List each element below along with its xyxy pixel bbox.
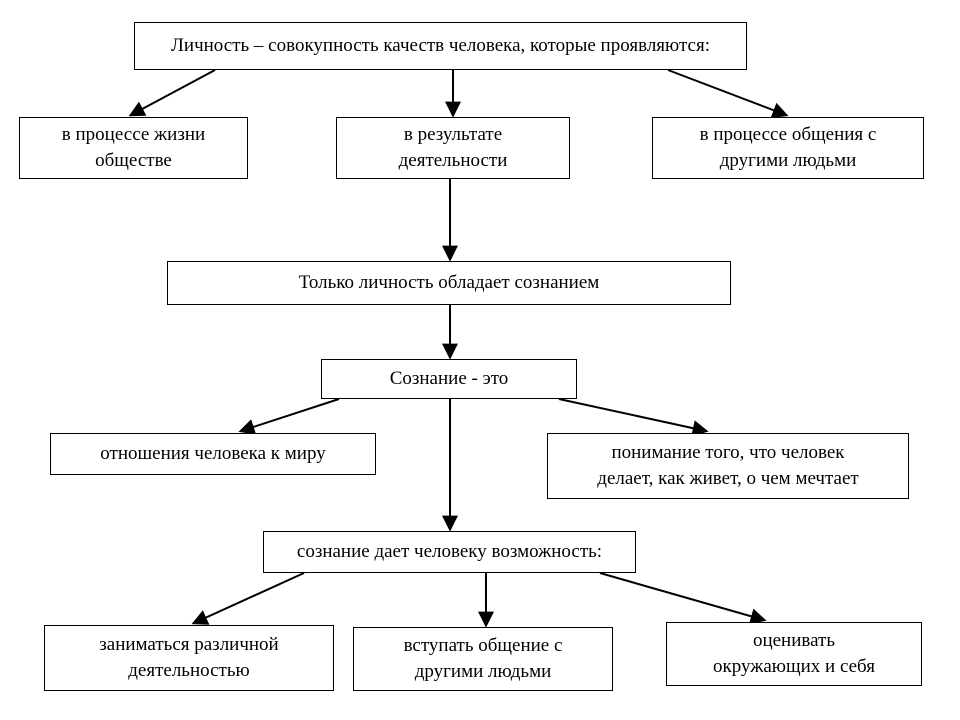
- edge-arrow: [131, 70, 215, 115]
- node-label: понимание того, что человек делает, как …: [597, 440, 858, 491]
- node-label: в результате деятельности: [399, 122, 508, 173]
- node-label: в процессе общения с другими людьми: [700, 122, 877, 173]
- node-gives: сознание дает человеку возможность:: [263, 531, 636, 573]
- node-proc1: в процессе жизни обществе: [19, 117, 248, 179]
- node-label: отношения человека к миру: [100, 441, 325, 467]
- edge-arrow: [241, 399, 339, 431]
- node-label: оценивать окружающих и себя: [713, 628, 875, 679]
- node-proc3: в процессе общения с другими людьми: [652, 117, 924, 179]
- edge-arrow: [600, 573, 764, 620]
- diagram-canvas: Личность – совокупность качеств человека…: [0, 0, 960, 720]
- node-opt1: заниматься различной деятельностью: [44, 625, 334, 691]
- node-label: вступать общение с другими людьми: [404, 633, 563, 684]
- node-proc2: в результате деятельности: [336, 117, 570, 179]
- node-label: в процессе жизни обществе: [62, 122, 205, 173]
- node-opt2: вступать общение с другими людьми: [353, 627, 613, 691]
- node-label: Только личность обладает сознанием: [299, 270, 600, 296]
- node-label: заниматься различной деятельностью: [99, 632, 278, 683]
- edge-arrow: [194, 573, 304, 623]
- node-only: Только личность обладает сознанием: [167, 261, 731, 305]
- node-attL: отношения человека к миру: [50, 433, 376, 475]
- node-label: Личность – совокупность качеств человека…: [171, 33, 710, 59]
- node-opt3: оценивать окружающих и себя: [666, 622, 922, 686]
- node-cons: Сознание - это: [321, 359, 577, 399]
- node-root: Личность – совокупность качеств человека…: [134, 22, 747, 70]
- node-attR: понимание того, что человек делает, как …: [547, 433, 909, 499]
- edge-arrow: [559, 399, 706, 431]
- edge-arrow: [668, 70, 786, 115]
- node-label: Сознание - это: [390, 366, 509, 392]
- node-label: сознание дает человеку возможность:: [297, 539, 602, 565]
